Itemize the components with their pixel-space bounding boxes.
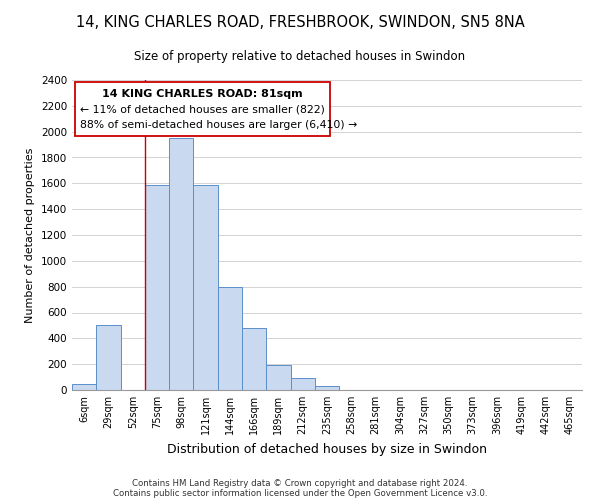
Bar [242, 328, 266, 390]
Bar [145, 184, 169, 390]
Bar [218, 286, 242, 390]
Text: 14, KING CHARLES ROAD, FRESHBROOK, SWINDON, SN5 8NA: 14, KING CHARLES ROAD, FRESHBROOK, SWIND… [76, 15, 524, 30]
Bar [193, 184, 218, 390]
Bar [266, 366, 290, 390]
Bar [169, 138, 193, 390]
Text: ← 11% of detached houses are smaller (822): ← 11% of detached houses are smaller (82… [80, 105, 325, 115]
X-axis label: Distribution of detached houses by size in Swindon: Distribution of detached houses by size … [167, 442, 487, 456]
Text: 88% of semi-detached houses are larger (6,410) →: 88% of semi-detached houses are larger (… [80, 120, 357, 130]
Bar [72, 384, 96, 390]
Y-axis label: Number of detached properties: Number of detached properties [25, 148, 35, 322]
FancyBboxPatch shape [74, 82, 329, 136]
Text: Size of property relative to detached houses in Swindon: Size of property relative to detached ho… [134, 50, 466, 63]
Bar [315, 386, 339, 390]
Text: Contains HM Land Registry data © Crown copyright and database right 2024.: Contains HM Land Registry data © Crown c… [132, 478, 468, 488]
Bar [290, 378, 315, 390]
Text: 14 KING CHARLES ROAD: 81sqm: 14 KING CHARLES ROAD: 81sqm [102, 90, 302, 100]
Bar [96, 326, 121, 390]
Text: Contains public sector information licensed under the Open Government Licence v3: Contains public sector information licen… [113, 488, 487, 498]
